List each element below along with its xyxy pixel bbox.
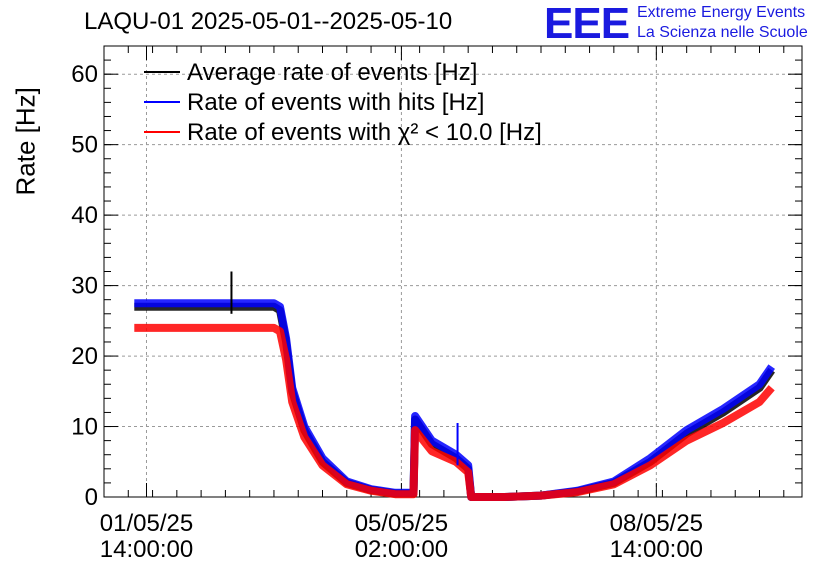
eee-logo: EEE xyxy=(544,0,630,48)
x-tick-label-time: 14:00:00 xyxy=(100,536,193,563)
series-line-0 xyxy=(134,302,775,501)
y-axis-label: Rate [Hz] xyxy=(10,87,41,196)
series-line-2 xyxy=(134,323,775,501)
y-axis-label-box: Rate [Hz] xyxy=(6,87,41,195)
y-tick-label: 30 xyxy=(71,273,98,300)
y-tick-label: 50 xyxy=(71,132,98,159)
x-tick-label-time: 02:00:00 xyxy=(355,536,448,563)
x-tick-label-date: 08/05/25 xyxy=(610,510,703,537)
legend-label-0: Average rate of events [Hz] xyxy=(187,59,477,86)
x-tick-label-date: 05/05/25 xyxy=(355,510,448,537)
x-tick-label-time: 14:00:00 xyxy=(610,536,703,563)
y-tick-label: 40 xyxy=(71,202,98,229)
logo-line-1: Extreme Energy Events xyxy=(637,4,806,21)
legend-label-1: Rate of events with hits [Hz] xyxy=(187,89,484,116)
y-tick-label: 10 xyxy=(71,414,98,441)
y-tick-label: 0 xyxy=(85,484,98,511)
legend-label-2: Rate of events with χ² < 10.0 [Hz] xyxy=(187,119,542,146)
chart-title: LAQU-01 2025-05-01--2025-05-10 xyxy=(84,8,453,35)
y-tick-label: 20 xyxy=(71,343,98,370)
x-tick-label-date: 01/05/25 xyxy=(100,510,193,537)
logo-line-2: La Scienza nelle Scuole xyxy=(637,24,808,41)
y-tick-label: 60 xyxy=(71,61,98,88)
series-line-1 xyxy=(134,299,775,501)
